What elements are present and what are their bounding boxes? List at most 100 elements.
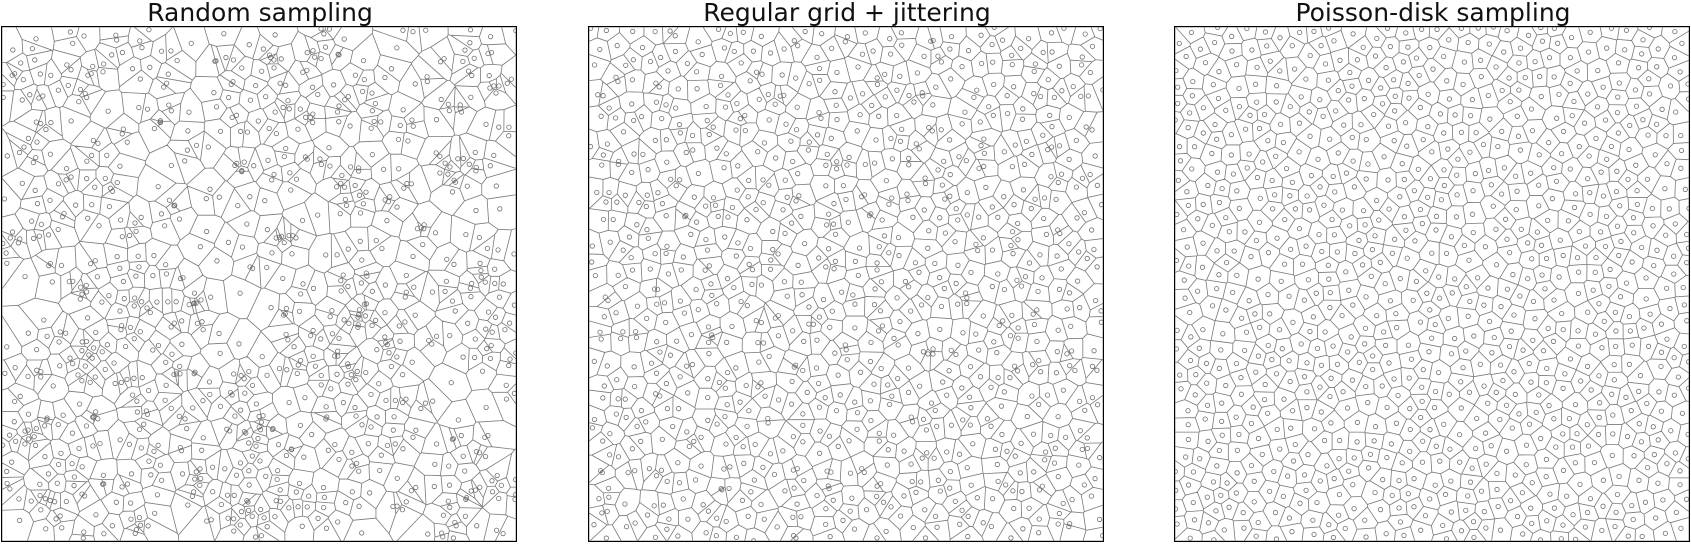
sample-point <box>946 368 952 374</box>
sample-point <box>1444 78 1450 84</box>
sample-point <box>623 414 629 420</box>
sample-point <box>648 360 655 366</box>
sample-point <box>293 235 299 241</box>
sample-point <box>1039 275 1045 281</box>
sample-point <box>371 118 377 125</box>
sample-point <box>1655 437 1661 443</box>
sample-point <box>992 446 999 452</box>
sample-point <box>594 189 600 196</box>
sample-point <box>673 105 679 111</box>
sample-point <box>1387 44 1393 50</box>
sample-point <box>477 484 483 490</box>
sample-point <box>667 352 674 358</box>
sample-point <box>1052 445 1058 451</box>
sample-point <box>601 314 607 320</box>
sample-point <box>1475 27 1481 31</box>
sample-point <box>310 327 316 334</box>
sample-point <box>775 313 781 319</box>
sample-point <box>341 184 348 190</box>
sample-point <box>117 163 123 169</box>
sample-point <box>1036 401 1042 408</box>
sample-point <box>1585 363 1591 369</box>
sample-point <box>65 82 71 89</box>
sample-point <box>1055 327 1061 333</box>
sample-point <box>151 253 157 259</box>
sample-point <box>1682 186 1688 192</box>
sample-point <box>1311 28 1317 34</box>
sample-point <box>1066 290 1073 296</box>
sample-point <box>1566 415 1572 422</box>
sample-point <box>643 419 649 425</box>
sample-point <box>321 31 327 37</box>
sample-point <box>1176 144 1183 150</box>
sample-point <box>683 212 689 218</box>
panel-poisson-disk-sampling: Poisson-disk sampling <box>1173 0 1691 544</box>
sample-point <box>1346 97 1352 103</box>
sample-point <box>1321 437 1328 444</box>
sample-point <box>689 361 695 368</box>
sample-point <box>1488 443 1494 449</box>
sample-point <box>626 234 633 240</box>
sample-point <box>1330 534 1336 541</box>
sample-point <box>1041 215 1047 222</box>
sample-point <box>246 482 252 488</box>
sample-point <box>660 502 666 508</box>
sample-point <box>1346 287 1352 293</box>
sample-point <box>433 117 440 123</box>
sample-point <box>830 497 836 503</box>
sample-point <box>1432 388 1439 395</box>
sample-point <box>854 410 861 416</box>
sample-point <box>932 513 939 519</box>
sample-point <box>684 429 690 435</box>
sample-point <box>1376 217 1382 223</box>
sample-point <box>1273 371 1280 377</box>
sample-point <box>1214 463 1220 469</box>
sample-point <box>871 302 878 308</box>
sample-point <box>402 319 408 325</box>
sample-point <box>734 101 740 107</box>
sample-point <box>1678 147 1685 154</box>
sample-point <box>1463 507 1469 513</box>
sample-point <box>379 245 385 252</box>
sample-point <box>137 522 144 528</box>
sample-point <box>1100 533 1103 539</box>
sample-point <box>1427 176 1433 182</box>
sample-point <box>79 491 85 497</box>
sample-point <box>226 94 232 101</box>
sample-point <box>1418 527 1424 533</box>
sample-point <box>1679 410 1686 416</box>
sample-point <box>186 302 192 308</box>
sample-point <box>1230 289 1236 296</box>
sample-point <box>109 523 115 529</box>
sample-point <box>1631 453 1637 459</box>
sample-point <box>1175 327 1180 333</box>
sample-point <box>365 441 371 447</box>
sample-point <box>124 139 130 145</box>
sample-point <box>157 462 163 468</box>
sample-point <box>1043 449 1049 455</box>
sample-point <box>38 221 44 227</box>
sample-point <box>935 477 941 483</box>
sample-point <box>1251 478 1257 484</box>
sample-point <box>827 534 833 540</box>
sample-point <box>1175 521 1180 527</box>
sample-point <box>165 299 171 305</box>
sample-point <box>1229 48 1235 54</box>
sample-point <box>118 379 124 386</box>
sample-point <box>1064 351 1070 357</box>
panel-random-sampling: Random sampling <box>0 0 520 544</box>
sample-point <box>1664 161 1670 167</box>
sample-point <box>1569 444 1576 450</box>
sample-point <box>1391 138 1397 144</box>
sample-point <box>1347 69 1353 76</box>
sample-point <box>1405 80 1411 86</box>
sample-point <box>92 258 98 264</box>
sample-point <box>790 434 796 440</box>
sample-point <box>1233 62 1240 68</box>
sample-point <box>614 43 620 49</box>
sample-point <box>1668 428 1674 434</box>
sample-point <box>336 456 342 463</box>
sample-point <box>854 128 860 134</box>
sample-point <box>589 144 594 150</box>
sample-point <box>335 348 341 354</box>
